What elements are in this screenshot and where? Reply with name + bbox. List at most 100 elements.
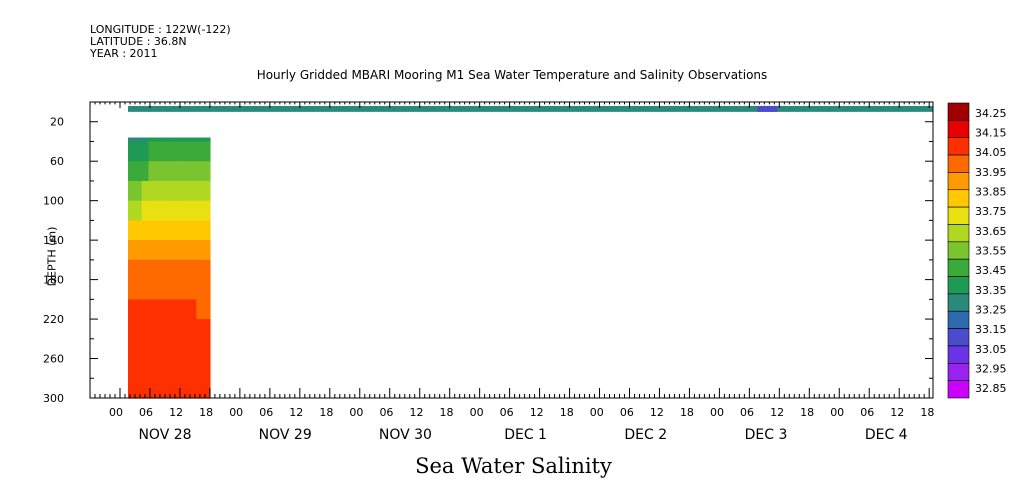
x-hour-label: 06 [740,406,754,419]
colorbar-box [947,102,970,121]
surface-salinity-band [128,105,933,112]
profile-cell [162,141,170,162]
x-hour-label: 18 [199,406,213,419]
colorbar-label: 33.85 [975,186,1007,199]
profile-cell [168,358,177,379]
y-tick-label: 60 [50,155,64,168]
y-tick-label: 100 [43,195,64,208]
profile-cell [128,358,136,379]
profile-cell [182,180,191,202]
x-hour-label: 06 [259,406,273,419]
colorbar-box [947,276,970,295]
profile-cell [162,161,170,182]
profile-cell [134,259,143,281]
profile-cell [203,180,211,202]
profile-cell [175,200,184,221]
profile-cell [141,358,150,379]
profile-cell [203,200,211,221]
colorbar-label: 33.95 [975,166,1007,179]
profile-cell [175,279,184,300]
profile-cell [203,161,211,182]
latitude-label: LATITUDE : 36.8N [90,35,187,48]
profile-cell [162,137,170,143]
profile-cell [203,319,211,340]
plot-frame [89,101,934,399]
x-day-label: NOV 29 [259,427,312,443]
profile-cell [189,200,197,221]
profile-cell [128,378,136,399]
profile-cell [189,338,197,360]
colorbar-box [947,293,970,312]
y-tick-label: 220 [43,313,64,326]
x-hour-label: 00 [830,406,844,419]
profile-cell [148,200,156,221]
profile-cell [196,378,204,399]
profile-cell [203,358,211,379]
longitude-label: LONGITUDE : 122W(-122) [90,23,231,36]
profile-cell [128,240,136,261]
colorbar-box [947,224,970,243]
profile-cell [182,141,191,162]
profile-cell [141,279,150,300]
profile-cell [128,319,136,340]
x-hour-label: 06 [620,406,634,419]
profile-cell [196,200,204,221]
profile-cell [155,161,163,182]
x-day-label: NOV 30 [379,427,432,443]
profile-cell [148,141,156,162]
profile-cell [182,240,191,261]
colorbar-box [947,120,970,139]
profile-cell [141,200,150,221]
colorbar-label: 33.15 [975,323,1007,336]
x-hour-label: 06 [379,406,393,419]
colorbar-label: 33.55 [975,245,1007,258]
profile-cell [168,161,177,182]
profile-cell [189,319,197,340]
profile-cell [141,141,150,162]
profile-cell [189,358,197,379]
profile-cell [134,378,143,399]
profile-cell [189,240,197,261]
colorbar-label: 34.05 [975,146,1007,159]
profile-cell [162,319,170,340]
profile-cell [134,137,143,143]
y-tick-label: 140 [43,234,64,247]
profile-cell [203,378,211,399]
profile-cell [196,279,204,300]
profile-cell [168,141,177,162]
profile-cell [141,319,150,340]
profile-cell [189,141,197,162]
x-hour-label: 12 [770,406,784,419]
x-day-label: DEC 3 [745,427,788,443]
x-hour-label: 06 [139,406,153,419]
profile-cell [155,137,163,143]
x-hour-label: 18 [560,406,574,419]
profile-cell [175,240,184,261]
profile-cell [203,299,211,320]
y-tick-label: 20 [50,116,64,129]
x-hour-label: 00 [109,406,123,419]
profile-cell [168,338,177,360]
profile-cell [182,161,191,182]
profile-cell [189,378,197,399]
profile-cell [148,161,156,182]
profile-cell [128,259,136,281]
x-hour-label: 12 [650,406,664,419]
surface-low-patch [757,105,778,112]
colorbar-label: 33.25 [975,304,1007,317]
profile-cell [196,180,204,202]
colorbar-label: 33.05 [975,343,1007,356]
profile-cell [162,338,170,360]
colorbar-label: 34.25 [975,107,1007,120]
profile-cell [189,279,197,300]
y-tick-label: 180 [43,274,64,287]
profile-cell [189,220,197,241]
profile-cell [168,378,177,399]
x-hour-label: 00 [710,406,724,419]
profile-cell [141,161,150,182]
profile-cell [175,161,184,182]
profile-cell [168,220,177,241]
variable-title: Sea Water Salinity [415,454,612,478]
profile-cell [182,200,191,221]
profile-cell [196,137,204,143]
